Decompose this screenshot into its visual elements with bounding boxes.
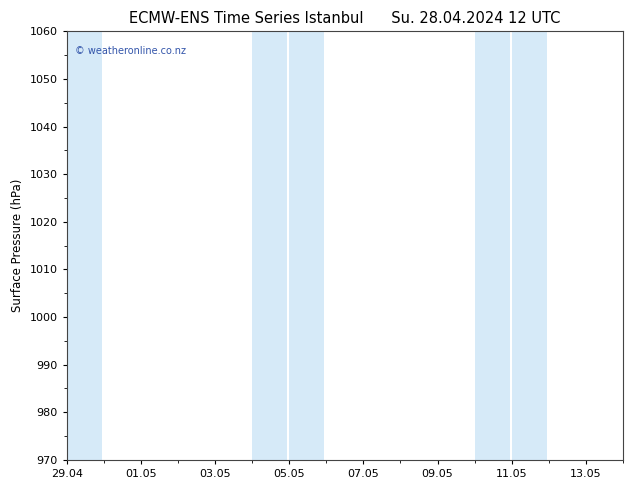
Bar <box>252 31 287 460</box>
Bar <box>475 31 510 460</box>
Bar <box>512 31 547 460</box>
Text: © weatheronline.co.nz: © weatheronline.co.nz <box>75 47 186 56</box>
Bar <box>67 31 102 460</box>
Y-axis label: Surface Pressure (hPa): Surface Pressure (hPa) <box>11 179 24 312</box>
Title: ECMW-ENS Time Series Istanbul      Su. 28.04.2024 12 UTC: ECMW-ENS Time Series Istanbul Su. 28.04.… <box>129 11 560 26</box>
Bar <box>289 31 325 460</box>
